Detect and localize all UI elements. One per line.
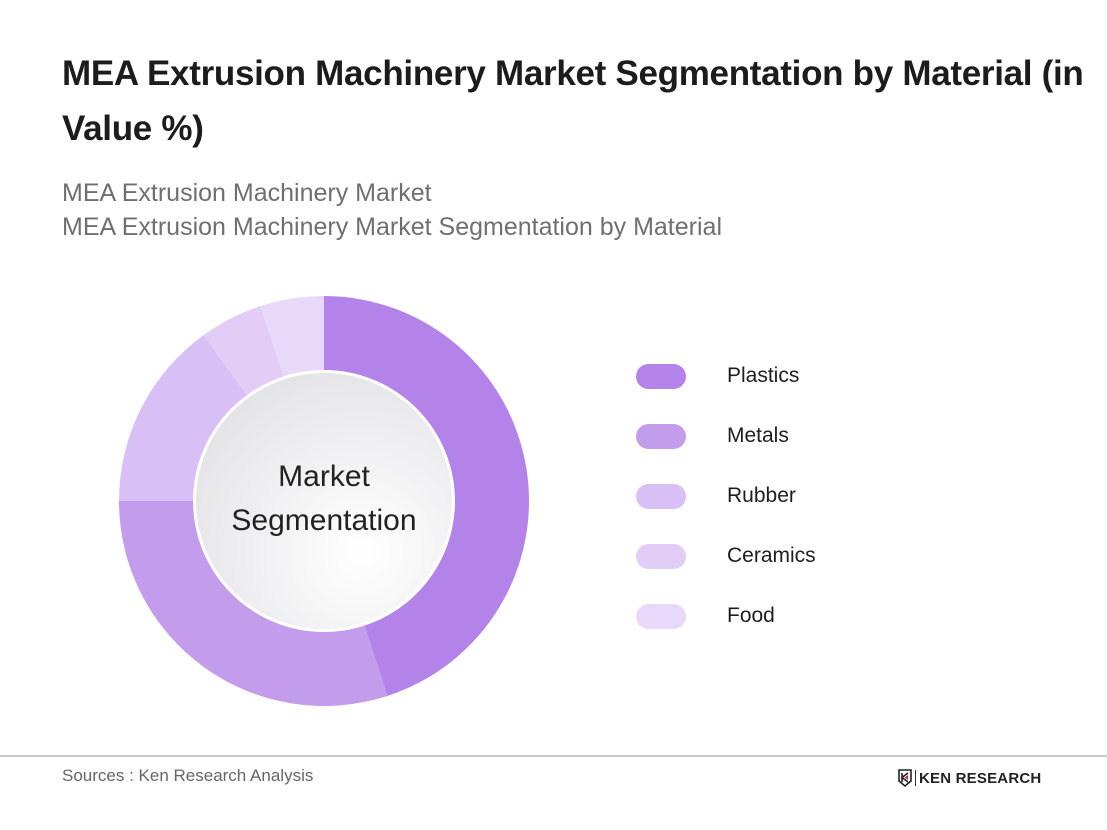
footer-divider <box>0 755 1107 757</box>
center-disc <box>196 373 452 629</box>
center-label-line-2: Segmentation <box>231 504 417 537</box>
subtitle-line-2: MEA Extrusion Machinery Market Segmentat… <box>62 213 722 241</box>
donut-chart: Market Segmentation <box>118 295 530 707</box>
legend-label: Metals <box>727 424 789 447</box>
legend-item-metals: Metals <box>636 406 816 466</box>
brand-name: KEN RESEARCH <box>919 769 1042 787</box>
donut-svg <box>119 296 529 706</box>
ken-research-logo-icon <box>898 769 912 787</box>
legend-swatch <box>636 543 686 569</box>
brand-logo: KEN RESEARCH <box>898 769 1041 787</box>
legend-label: Plastics <box>727 364 800 387</box>
subtitle-line-1: MEA Extrusion Machinery Market <box>62 179 432 207</box>
legend-swatch <box>636 423 686 449</box>
center-label: Market Segmentation <box>198 455 450 543</box>
legend-item-ceramics: Ceramics <box>636 526 816 586</box>
legend-label: Ceramics <box>727 544 816 567</box>
legend: Plastics Metals Rubber Ceramics Food <box>636 346 816 646</box>
brand-separator <box>915 770 916 786</box>
source-note: Sources : Ken Research Analysis <box>62 766 314 785</box>
legend-swatch <box>636 603 686 629</box>
legend-label: Rubber <box>727 484 796 507</box>
legend-item-plastics: Plastics <box>636 346 816 406</box>
center-label-line-1: Market <box>278 460 370 493</box>
legend-swatch <box>636 363 686 389</box>
legend-swatch <box>636 483 686 509</box>
legend-item-rubber: Rubber <box>636 466 816 526</box>
legend-item-food: Food <box>636 586 816 646</box>
chart-subtitle: MEA Extrusion Machinery Market MEA Extru… <box>62 176 1062 244</box>
chart-title: MEA Extrusion Machinery Market Segmentat… <box>62 54 1084 148</box>
legend-label: Food <box>727 604 775 627</box>
